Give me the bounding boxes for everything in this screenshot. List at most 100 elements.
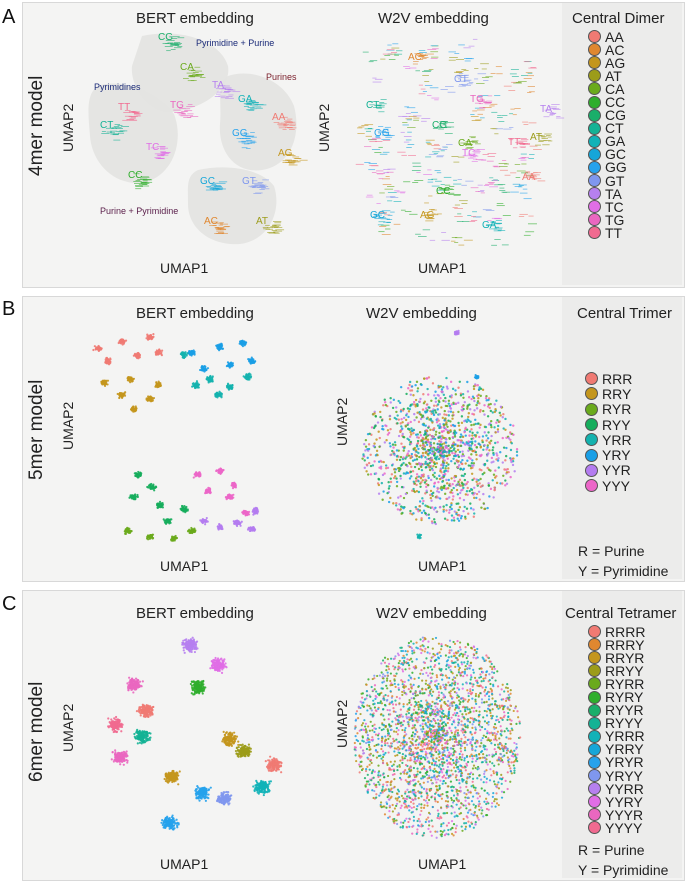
scatter-point: [437, 457, 441, 461]
scatter-point: [415, 458, 419, 461]
scatter-point: [448, 508, 451, 512]
scatter-point: [427, 476, 430, 480]
scatter-point: [129, 494, 132, 497]
scatter-point: [515, 454, 519, 457]
scatter-point: [467, 449, 470, 452]
scatter-point: [469, 420, 472, 423]
scatter-point: [152, 396, 156, 400]
scatter-point: [489, 409, 493, 413]
legend-swatch: [588, 200, 601, 214]
legend-item: AT: [588, 68, 627, 84]
scatter-point: [471, 478, 474, 482]
scatter-point: [118, 396, 121, 399]
legend-item: RRR: [585, 371, 632, 387]
scatter-point: [446, 470, 450, 473]
scatter-point: [419, 417, 423, 421]
scatter-point: [456, 517, 459, 520]
scatter-point: [131, 685, 134, 688]
scatter-point: [475, 480, 478, 483]
scatter-point: [462, 486, 465, 490]
scatter-point: [411, 403, 414, 406]
scatter-point: [182, 641, 185, 645]
scatter-point: [494, 431, 497, 434]
scatter-point: [450, 488, 453, 492]
scatter-point: [465, 507, 469, 510]
scatter-point: [218, 663, 221, 667]
scatter-point: [496, 441, 499, 444]
scatter-point: [442, 425, 446, 429]
scatter-point: [132, 498, 135, 501]
scatter-point: [377, 460, 381, 464]
scatter-point: [208, 487, 211, 490]
scatter-point: [441, 446, 445, 449]
scatter-point: [476, 400, 480, 403]
scatter-point: [463, 419, 466, 423]
scatter-point: [383, 441, 387, 444]
scatter-point: [487, 482, 490, 485]
scatter-point: [190, 351, 194, 354]
scatter-point: [458, 478, 462, 482]
scatter-point: [451, 414, 454, 417]
scatter-point: [252, 508, 255, 511]
scatter-point: [134, 474, 137, 477]
scatter-point: [505, 471, 509, 474]
scatter-point: [158, 350, 162, 353]
scatter-point: [493, 410, 497, 414]
scatter-point: [123, 394, 127, 397]
scatter-point: [424, 462, 427, 465]
scatter-point: [384, 464, 388, 467]
scatter-point: [457, 386, 460, 389]
xlabel-a-w2v: UMAP1: [418, 260, 467, 276]
scatter-point: [496, 454, 499, 457]
scatter-point: [200, 520, 203, 523]
scatter-point: [421, 497, 424, 500]
scatter-point: [161, 504, 164, 507]
scatter-point: [468, 434, 471, 437]
scatter-point: [148, 396, 151, 399]
scatter-point: [132, 691, 135, 694]
scatter-point: [432, 411, 435, 415]
scatter-point: [454, 474, 458, 478]
scatter-point: [425, 407, 428, 410]
scatter-point: [461, 458, 464, 462]
scatter-point: [229, 497, 232, 500]
scatter-point: [416, 411, 419, 414]
scatter-point: [148, 534, 152, 537]
scatter-point: [444, 467, 447, 470]
legend-item: RYR: [585, 401, 632, 417]
scatter-point: [477, 388, 481, 391]
scatter-point: [472, 423, 476, 426]
xlabel-b-w2v: UMAP1: [418, 558, 467, 574]
scatter-point: [483, 463, 486, 467]
scatter-point: [138, 680, 142, 683]
scatter-point: [413, 418, 416, 422]
scatter-point: [504, 428, 507, 431]
group-region: [219, 73, 297, 171]
legend-label: RRY: [602, 385, 632, 402]
xlabel-b-bert: UMAP1: [160, 558, 209, 574]
scatter-point: [466, 486, 469, 490]
scatter-point: [482, 409, 485, 413]
scatter-point: [436, 408, 439, 411]
scatter-point: [400, 425, 403, 428]
scatter-point: [383, 398, 386, 401]
scatter-point: [407, 454, 411, 457]
scatter-point: [377, 430, 380, 433]
scatter-point: [156, 506, 159, 509]
scatter-point: [481, 388, 485, 392]
scatter-point: [431, 459, 434, 462]
scatter-point: [456, 466, 460, 469]
scatter-point: [196, 690, 199, 693]
scatter-point: [481, 435, 485, 438]
scatter-point: [172, 536, 175, 539]
scatter-point: [254, 506, 257, 509]
scatter-point: [431, 421, 434, 424]
scatter-point: [220, 671, 224, 675]
legend-swatch: [588, 187, 601, 201]
scatter-point: [196, 384, 199, 387]
scatter-point: [474, 374, 477, 377]
scatter-point: [229, 495, 233, 498]
scatter-point: [175, 536, 178, 540]
scatter-point: [438, 431, 441, 435]
scatter-point: [128, 676, 131, 679]
